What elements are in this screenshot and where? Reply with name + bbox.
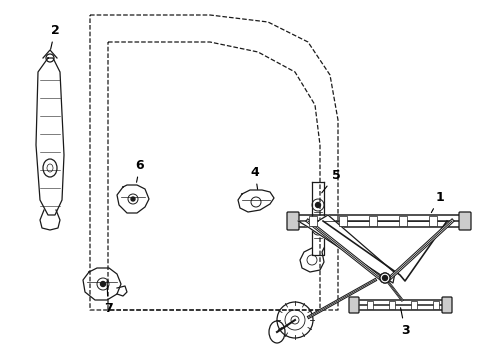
- Bar: [339, 216, 347, 226]
- FancyBboxPatch shape: [459, 212, 471, 230]
- FancyBboxPatch shape: [442, 297, 452, 313]
- Bar: [367, 301, 373, 309]
- Text: 1: 1: [431, 190, 444, 212]
- Circle shape: [383, 275, 388, 280]
- Text: 6: 6: [136, 158, 145, 182]
- FancyBboxPatch shape: [287, 212, 299, 230]
- Bar: [433, 301, 439, 309]
- Text: 3: 3: [400, 308, 409, 337]
- Bar: [389, 301, 395, 309]
- Circle shape: [316, 202, 320, 207]
- Bar: [411, 301, 417, 309]
- Circle shape: [316, 228, 320, 232]
- Text: 2: 2: [50, 23, 59, 49]
- Bar: [399, 216, 407, 226]
- Circle shape: [380, 273, 390, 283]
- Bar: [429, 216, 437, 226]
- Bar: [369, 216, 377, 226]
- Bar: [309, 216, 317, 226]
- Text: 4: 4: [250, 166, 259, 189]
- Circle shape: [380, 273, 390, 283]
- Polygon shape: [298, 215, 395, 283]
- Text: 7: 7: [103, 281, 112, 315]
- Text: 5: 5: [322, 168, 341, 193]
- Circle shape: [383, 275, 388, 280]
- Circle shape: [100, 282, 105, 287]
- FancyBboxPatch shape: [349, 297, 359, 313]
- Circle shape: [131, 197, 135, 201]
